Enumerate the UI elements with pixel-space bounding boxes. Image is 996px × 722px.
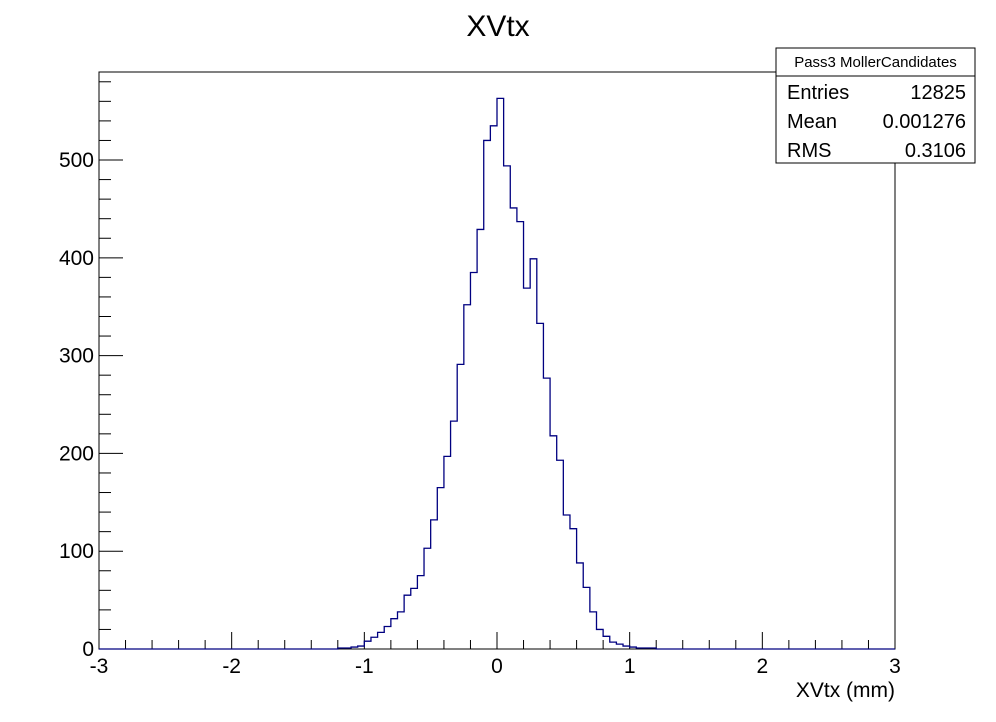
- histogram-bin: [484, 140, 491, 649]
- histogram-bin: [457, 364, 464, 649]
- histogram-bin: [603, 636, 610, 649]
- histogram-bin: [557, 460, 564, 649]
- histogram-bin: [616, 644, 623, 649]
- stats-mean-label: Mean: [787, 111, 837, 133]
- histogram-bin: [504, 166, 511, 649]
- histogram-bin: [378, 632, 385, 649]
- histogram-bin: [550, 436, 557, 649]
- y-tick-label: 0: [82, 638, 94, 661]
- histogram-bin: [437, 488, 444, 649]
- x-tick-label: -1: [355, 655, 374, 678]
- stats-box-title: Pass3 MollerCandidates: [794, 54, 957, 71]
- histogram-bin: [384, 627, 391, 649]
- histogram-bin: [451, 421, 458, 649]
- x-axis-ticks: [98, 632, 896, 649]
- histogram-bin: [391, 619, 398, 649]
- x-tick-label: 0: [491, 655, 503, 678]
- y-tick-label: 400: [59, 247, 94, 270]
- x-tick-label: -3: [90, 655, 109, 678]
- histogram-bin: [470, 272, 477, 649]
- histogram-bin: [524, 288, 531, 649]
- x-tick-label: 2: [756, 655, 768, 678]
- stats-rms-value: 0.3106: [905, 140, 966, 162]
- y-tick-label: 300: [59, 345, 94, 368]
- y-axis-ticks: [99, 81, 123, 650]
- stats-entries-value: 12825: [910, 82, 966, 104]
- stats-rms-label: RMS: [787, 140, 831, 162]
- stats-mean-value: 0.001276: [883, 111, 966, 133]
- y-axis-tick-labels: 0 100 200 300 400 500: [59, 149, 94, 661]
- histogram-bin: [610, 642, 617, 649]
- x-tick-label: 1: [624, 655, 636, 678]
- histogram-bin: [398, 612, 405, 649]
- histogram-bin: [404, 595, 411, 649]
- x-axis-title: XVtx (mm): [796, 679, 895, 702]
- histogram-bin: [570, 529, 577, 649]
- histogram-bin: [517, 222, 524, 649]
- histogram-bin: [464, 305, 471, 649]
- histogram-bin: [597, 629, 604, 649]
- stats-box: Pass3 MollerCandidates Entries 12825 Mea…: [775, 47, 976, 164]
- histogram-bin: [411, 588, 418, 649]
- histogram-bin: [537, 323, 544, 649]
- stats-entries-label: Entries: [787, 82, 849, 104]
- y-tick-label: 100: [59, 540, 94, 563]
- x-tick-label: 3: [889, 655, 901, 678]
- histogram-bin: [530, 259, 537, 649]
- chart-title: XVtx: [466, 10, 529, 43]
- x-axis-tick-labels: -3 -2 -1 0 1 2 3: [90, 655, 901, 678]
- histogram-bin: [563, 515, 570, 649]
- histogram-bin: [577, 563, 584, 649]
- histogram-bin: [364, 641, 371, 649]
- histogram-bin: [510, 208, 517, 649]
- histogram-bins: [338, 98, 656, 649]
- histogram-bin: [583, 587, 590, 649]
- histogram-bin: [490, 126, 497, 649]
- histogram-bin: [590, 612, 597, 649]
- histogram-bin: [431, 520, 438, 649]
- x-tick-label: -2: [222, 655, 241, 678]
- histogram-bin: [497, 98, 504, 649]
- histogram-bin: [444, 456, 451, 649]
- y-tick-label: 500: [59, 149, 94, 172]
- histogram-bin: [477, 229, 484, 649]
- histogram-bin: [371, 637, 378, 649]
- stats-box-frame: [775, 47, 976, 164]
- histogram-bin: [424, 548, 431, 649]
- histogram-series-line: [99, 97, 895, 650]
- histogram-bin: [543, 378, 550, 649]
- histogram-bin: [417, 576, 424, 649]
- y-tick-label: 200: [59, 442, 94, 465]
